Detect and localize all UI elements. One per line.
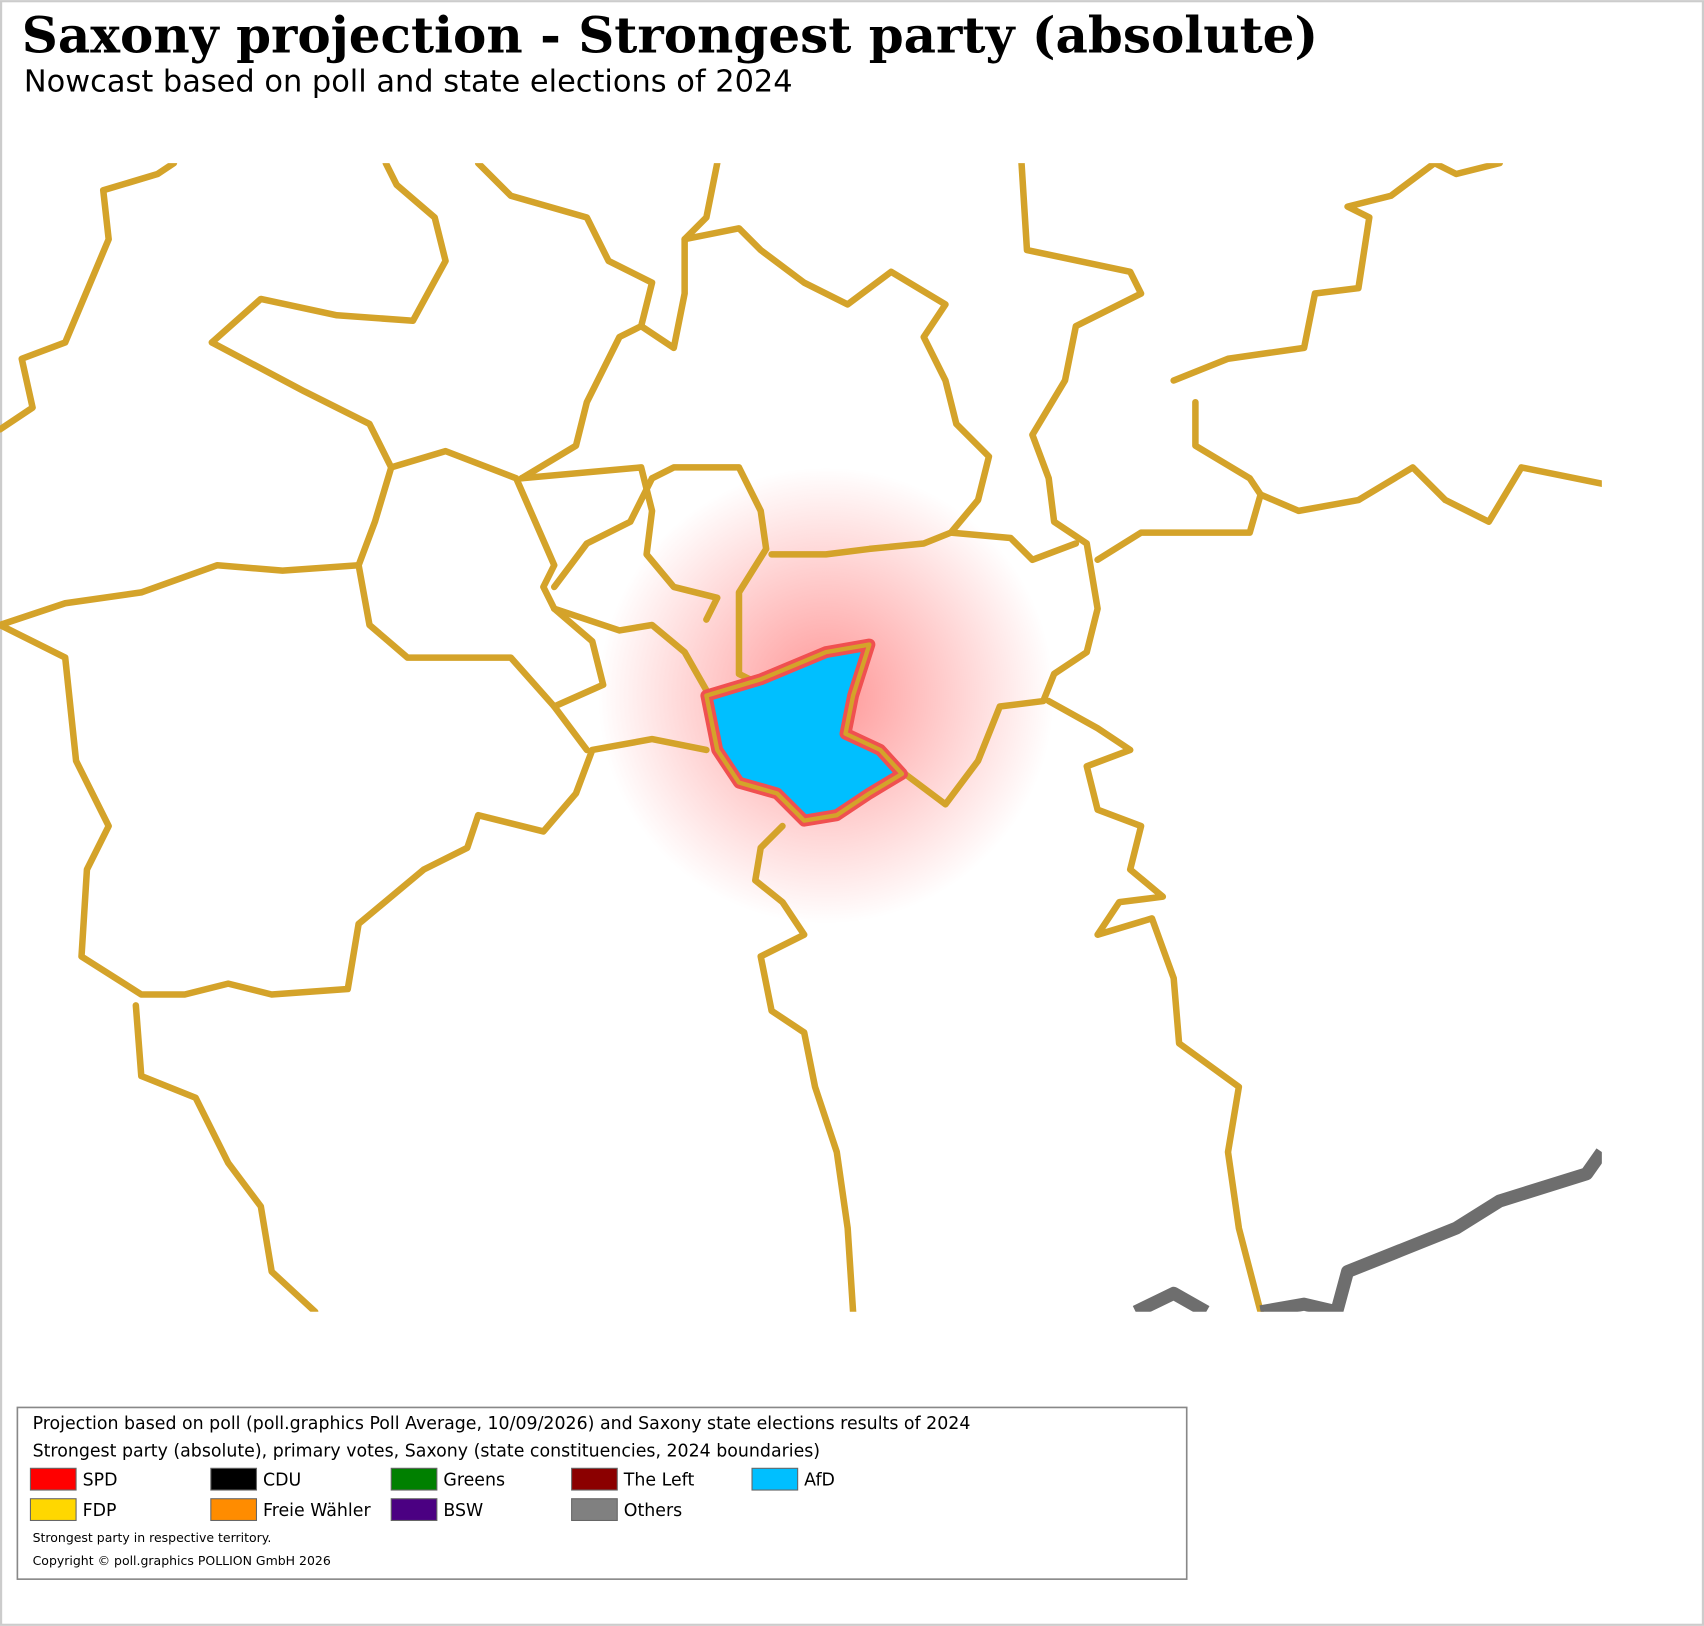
- legend: Projection based on poll (poll.graphics …: [29, 1414, 971, 1568]
- subtitle: Nowcast based on poll and state election…: [24, 64, 793, 99]
- legend-swatch: [210, 1498, 258, 1522]
- legend-swatch: [751, 1467, 799, 1491]
- state-border: [1132, 1148, 1602, 1312]
- legend-label: Others: [624, 1501, 682, 1521]
- legend-note: Copyright © poll.graphics POLLION GmbH 2…: [33, 1553, 331, 1568]
- legend-swatch: [571, 1467, 618, 1491]
- legend-label: Freie Wähler: [263, 1501, 371, 1521]
- title: Saxony projection - Strongest party (abs…: [22, 5, 1318, 64]
- legend-label: Greens: [443, 1471, 505, 1491]
- legend-label: The Left: [623, 1471, 695, 1491]
- legend-label: SPD: [83, 1471, 118, 1491]
- highlighted-border: [704, 642, 905, 823]
- legend-box: [16, 1406, 1188, 1580]
- legend-label: CDU: [263, 1471, 301, 1491]
- legend-label: AfD: [804, 1471, 835, 1491]
- constituency-borders: [0, 163, 1602, 1312]
- legend-label: BSW: [443, 1501, 483, 1521]
- legend-swatch: [571, 1498, 618, 1522]
- legend-swatch: [210, 1467, 258, 1491]
- legend-line: Projection based on poll (poll.graphics …: [33, 1414, 971, 1434]
- legend-swatch: [390, 1467, 438, 1491]
- legend-swatch: [390, 1498, 438, 1522]
- map: [0, 163, 1602, 1312]
- legend-swatch: [29, 1467, 77, 1491]
- legend-label: FDP: [83, 1501, 117, 1521]
- legend-swatch: [29, 1498, 77, 1522]
- legend-line: Strongest party (absolute), primary vote…: [33, 1441, 821, 1461]
- legend-note: Strongest party in respective territory.: [33, 1530, 272, 1545]
